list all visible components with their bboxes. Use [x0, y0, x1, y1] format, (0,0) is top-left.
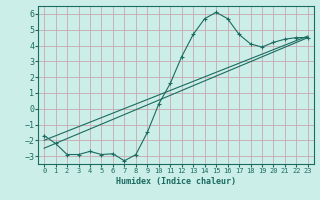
- X-axis label: Humidex (Indice chaleur): Humidex (Indice chaleur): [116, 177, 236, 186]
